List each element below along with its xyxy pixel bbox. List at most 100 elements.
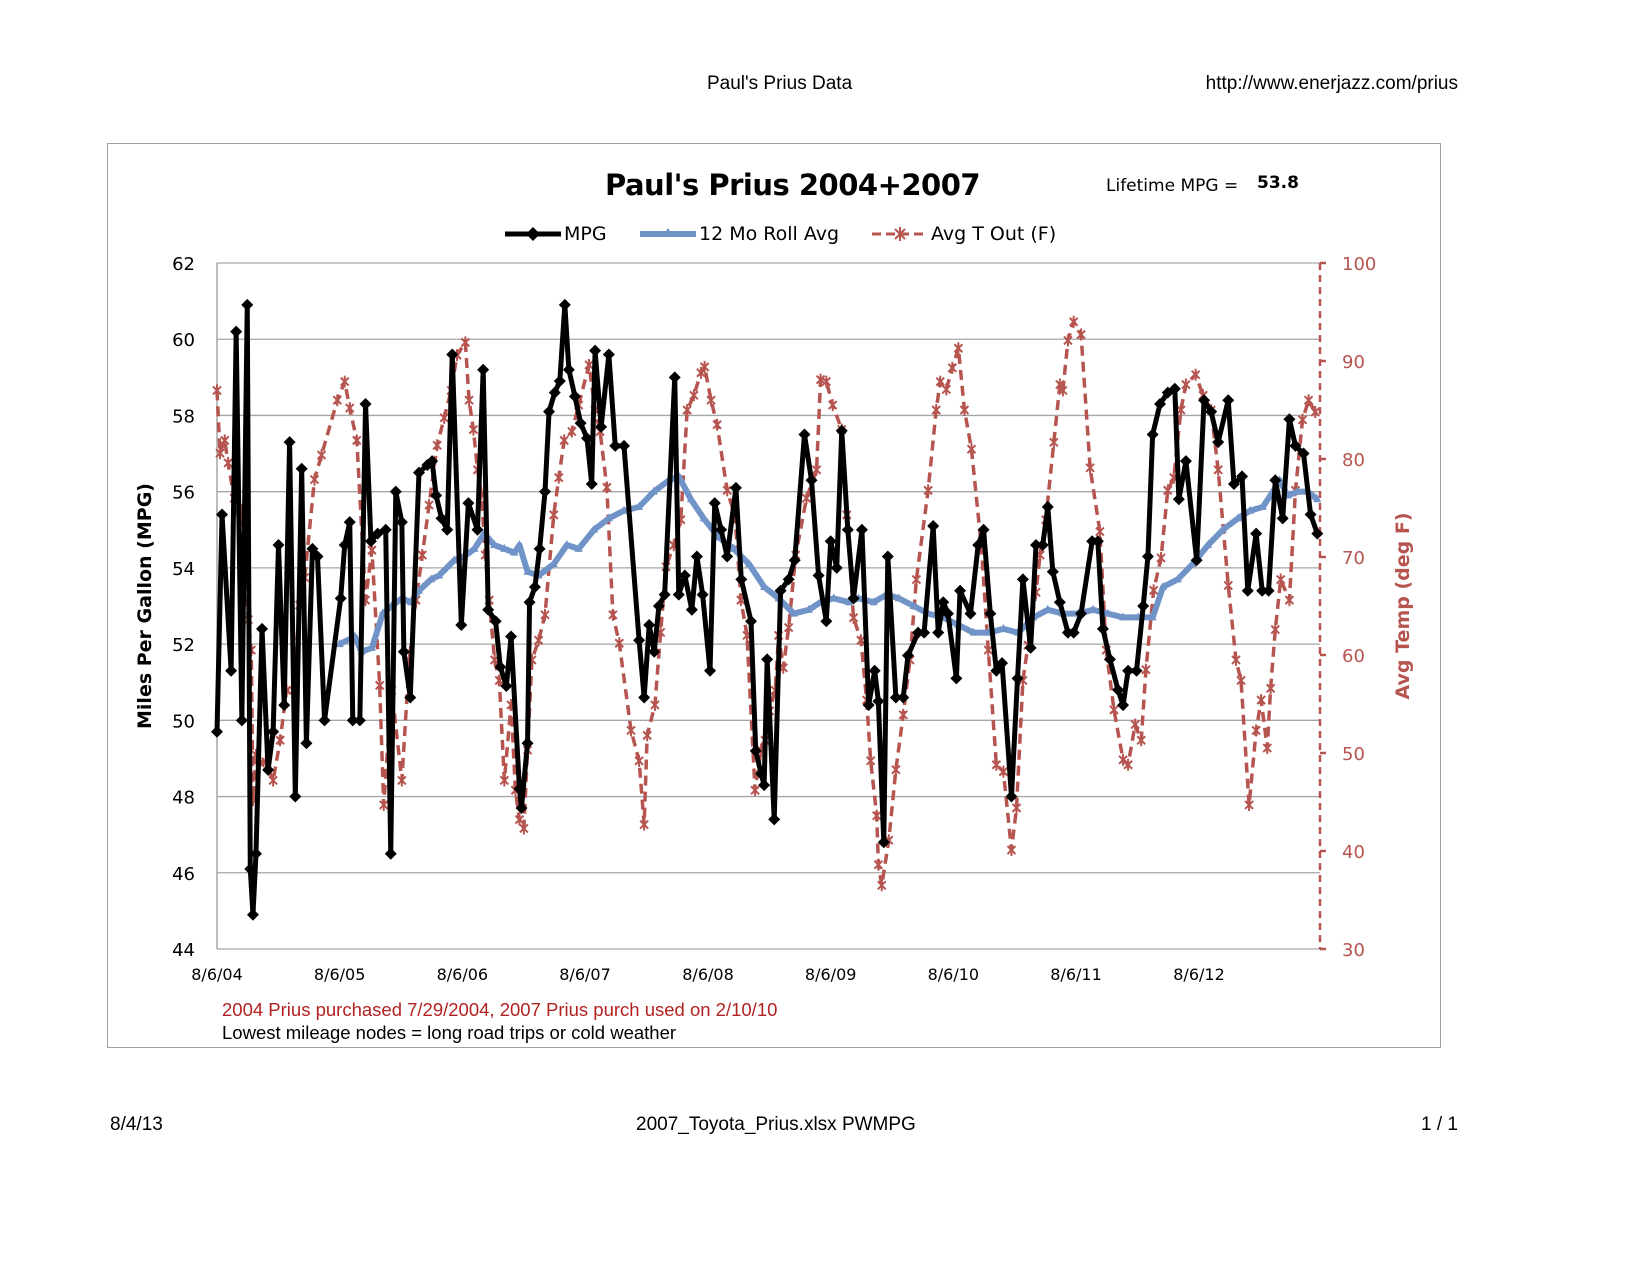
mpg-point [782,573,795,586]
roll-avg-point [604,513,613,522]
mpg-point [1256,584,1269,597]
temp-point [1076,328,1086,341]
roll-avg-point [500,543,509,552]
y2-tick-label: 30 [1342,940,1365,961]
temp-point [783,621,794,634]
legend-roll-avg-swatch [640,228,696,237]
y2-axis-title: Avg Temp (deg F) [1392,512,1414,700]
mpg-point [1179,455,1192,468]
mpg-point [1011,672,1024,685]
temp-point [959,404,970,416]
y2-tick-label: 100 [1342,254,1376,275]
temp-point [345,402,355,415]
temp-point [1265,682,1276,695]
x-tick-label: 8/6/11 [1050,965,1102,984]
temp-point [1049,436,1059,449]
temp-point [223,456,233,469]
mpg-point [1304,508,1317,521]
mpg-point [1198,394,1211,407]
chart-frame [107,143,1441,1048]
chart-title: Paul's Prius 2004+2007 [605,168,981,202]
mpg-point [932,626,945,639]
temp-point [947,361,958,374]
mpg-point [721,550,734,563]
temp-point [584,358,594,371]
mpg-point [1117,699,1130,712]
lifetime-mpg-label: Lifetime MPG = [1106,176,1239,196]
mpg-point [1222,394,1235,407]
temp-point [519,822,529,835]
mpg-point [984,607,997,620]
mpg-point [441,523,454,536]
mpg-point [708,497,721,510]
temp-point [468,423,479,436]
header-title: Paul's Prius Data [707,73,853,94]
temp-point [1109,703,1119,716]
y2-tick-label: 90 [1342,352,1365,373]
y-tick-label: 54 [172,559,195,580]
temp-point [1297,413,1308,426]
mpg-point [685,603,698,616]
roll-avg-point [1148,612,1157,621]
mpg-point [1067,626,1080,639]
mpg-point [249,847,262,860]
mpg-point [267,725,280,738]
roll-avg-point [999,623,1008,632]
temp-point [1190,368,1201,381]
mpg-point [1137,600,1150,612]
mpg-point [755,767,768,780]
roll-avg-point [335,639,344,648]
mpg-point [338,539,351,552]
temp-point [966,443,977,456]
mpg-point [877,836,890,849]
temp-point [549,508,559,521]
mpg-point [774,584,787,597]
y-tick-label: 46 [172,864,195,885]
roll-avg-point [1119,612,1128,621]
mpg-point [230,325,243,338]
temp-point [554,471,564,484]
temp-point [983,644,994,657]
mpg-point [211,725,223,738]
mpg-point [539,485,552,498]
y-tick-label: 56 [172,483,195,504]
temp-point [1231,653,1241,666]
roll-avg-point [414,585,423,594]
x-tick-label: 8/6/08 [682,965,734,984]
roll-avg-point [619,505,628,514]
mpg-point [745,615,758,628]
x-tick-label: 8/6/06 [437,965,489,984]
roll-avg-point [1246,505,1255,514]
temp-point [540,608,550,621]
temp-point [1303,394,1314,407]
x-tick-label: 8/6/04 [191,965,243,984]
roll-avg-point [1293,486,1302,495]
mpg-point [768,813,781,826]
temp-point [935,375,945,388]
mpg-point [216,508,229,521]
roll-avg-point [729,543,738,552]
mpg-point [533,542,546,555]
mpg-point [1154,398,1167,411]
temp-point [1275,573,1286,586]
temp-point [608,608,618,621]
legend-temp-label: Avg T Out (F) [931,223,1057,245]
temp-point [811,463,822,476]
header-url[interactable]: http://www.enerjazz.com/prius [1205,73,1458,94]
temp-point [699,360,710,373]
y2-tick-label: 50 [1342,744,1365,765]
mpg-point [562,363,575,376]
mpg-point [1283,413,1296,426]
mpg-point [1172,493,1185,506]
roll-avg-point [909,601,918,609]
mpg-point [359,398,372,411]
mpg-point [397,645,410,658]
mpg-point [798,428,811,441]
mpg-point [927,519,940,532]
temp-point [877,879,887,892]
mpg-point [1168,382,1181,395]
mpg-point [652,600,665,612]
mpg-point [696,588,709,601]
temp-point [1130,718,1140,731]
mpg-point [430,489,443,502]
